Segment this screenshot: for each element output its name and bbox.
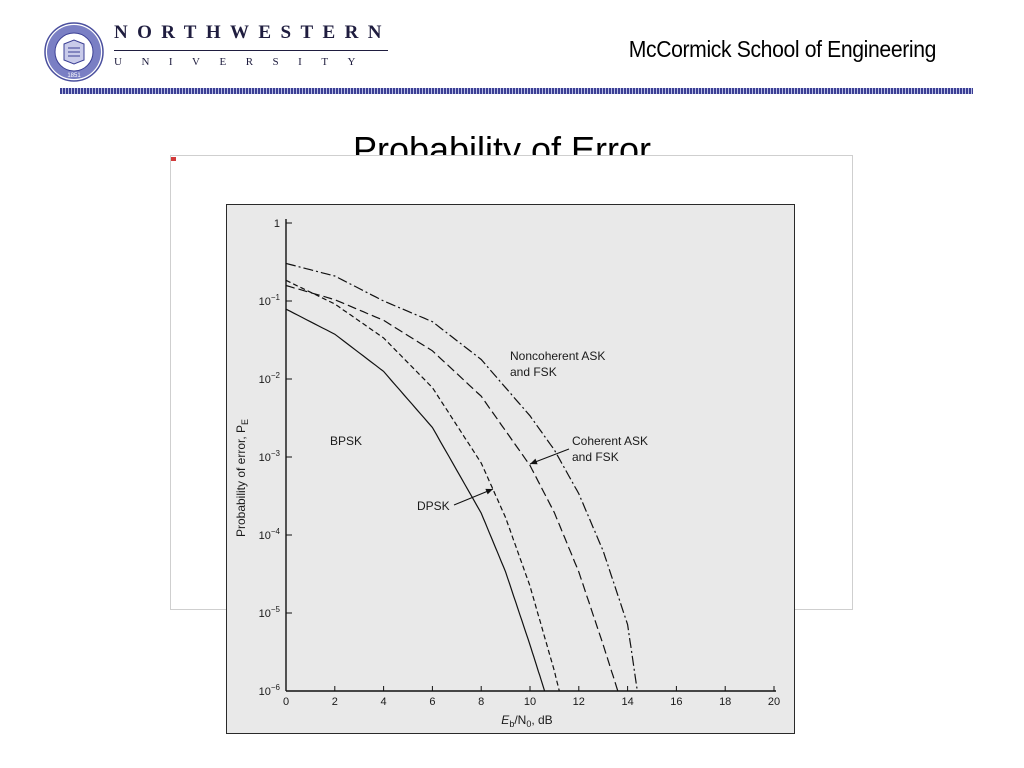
- dpsk-arrow-head: [485, 488, 493, 495]
- y-tick-label: 1: [274, 218, 280, 230]
- coherent-arrow-head: [530, 458, 538, 465]
- y-axis-label: Probability of error, PE: [234, 419, 250, 537]
- y-tick-label: 10−3: [259, 449, 281, 464]
- x-tick-label: 14: [621, 696, 633, 708]
- y-tick-label: 10−4: [259, 527, 281, 542]
- dpsk-label: DPSK: [417, 499, 450, 513]
- x-tick-label: 6: [429, 696, 435, 708]
- annotations-layer: BPSK DPSK Coherent ASK and FSK Noncoherent A…: [330, 349, 648, 513]
- coherent-label-line2: and FSK: [572, 450, 619, 464]
- x-tick-label: 4: [381, 696, 387, 708]
- x-tick-label: 8: [478, 696, 484, 708]
- probability-of-error-figure: 0 2 4 6 8 10 12 14 16 18 20 1 10−1 10−2 10−3 10−4 10−5 10…: [226, 204, 795, 734]
- x-tick-label: 20: [768, 696, 780, 708]
- wordmark-university: UNIVERSITY: [114, 56, 375, 68]
- dpsk-arrow: [453, 488, 494, 506]
- noncoherent-label-line2: and FSK: [510, 365, 557, 379]
- series-line-dpsk: [285, 279, 560, 692]
- x-axis-label: Eb/N0, dB: [501, 713, 552, 729]
- y-tick-label: 10−2: [259, 371, 281, 386]
- y-tick-label: 10−1: [259, 293, 281, 308]
- x-tick-label: 18: [719, 696, 731, 708]
- bpsk-label: BPSK: [330, 434, 362, 448]
- wordmark-northwestern: NORTHWESTERN: [114, 22, 391, 43]
- series-line-coherent-ask-and-fsk: [285, 284, 619, 692]
- error-curves-chart: 0 2 4 6 8 10 12 14 16 18 20 1 10−1 10−2 10−3 10−4 10−5 10…: [234, 218, 781, 729]
- university-wordmark: NORTHWESTERN UNIVERSITY: [114, 22, 390, 69]
- ticks-layer: 0 2 4 6 8 10 12 14 16 18 20 1 10−1 10−2 10−3 10−4 10−5 10…: [259, 218, 781, 708]
- series-line-bpsk: [285, 308, 546, 692]
- frame-marker-icon: [171, 157, 176, 161]
- school-name: McCormick School of Engineering: [628, 36, 937, 62]
- wordmark-divider: [114, 50, 388, 51]
- series-layer: [285, 262, 638, 692]
- y-tick-label: 10−6: [259, 683, 281, 698]
- x-tick-label: 10: [524, 696, 536, 708]
- axes-layer: [285, 219, 776, 692]
- x-tick-label: 12: [573, 696, 585, 708]
- header-rule-band: [60, 88, 973, 94]
- x-tick-label: 2: [332, 696, 338, 708]
- y-tick-label: 10−5: [259, 605, 281, 620]
- university-seal-logo: 1851: [44, 22, 104, 82]
- series-line-noncoherent-ask-and-fsk: [285, 262, 638, 692]
- x-tick-label: 16: [670, 696, 682, 708]
- coherent-label-line1: Coherent ASK: [572, 434, 648, 448]
- x-tick-label: 0: [283, 696, 289, 708]
- svg-text:1851: 1851: [67, 73, 81, 79]
- noncoherent-label-line1: Noncoherent ASK: [510, 349, 605, 363]
